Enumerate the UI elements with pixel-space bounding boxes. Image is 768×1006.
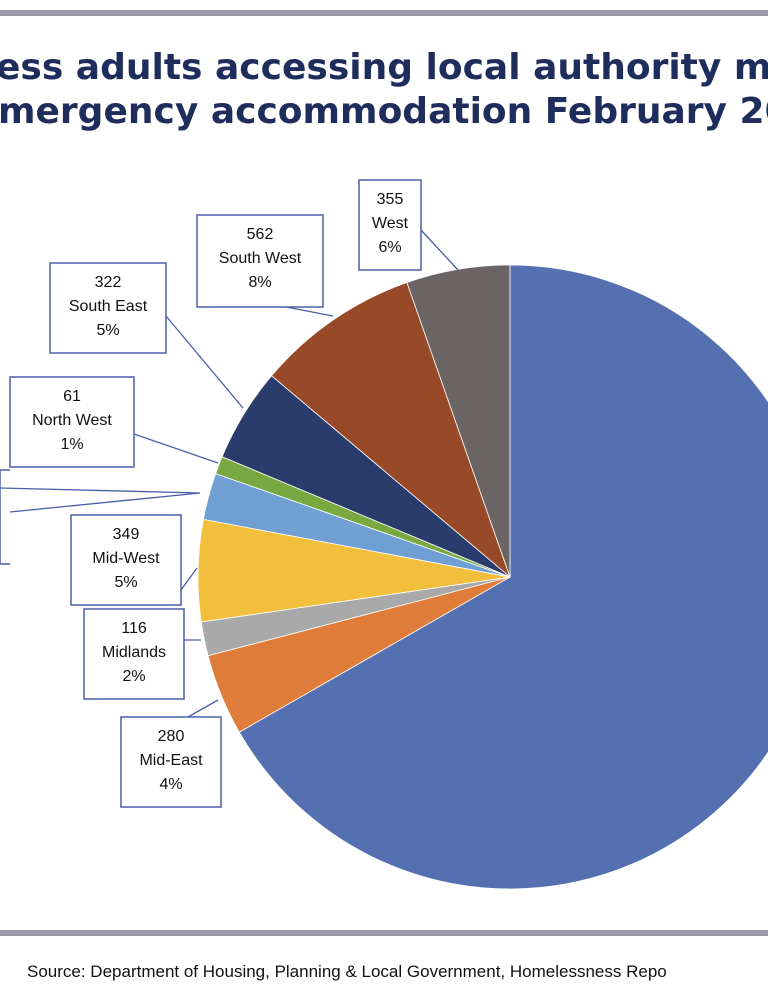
data-label-name: West bbox=[372, 215, 409, 232]
data-label-name: North West bbox=[32, 412, 112, 429]
callout-leader bbox=[165, 315, 244, 409]
callout-leader bbox=[420, 229, 459, 271]
data-label-value: 280 bbox=[158, 728, 185, 745]
bottom-rule bbox=[0, 930, 768, 936]
data-label-percent: 4% bbox=[159, 776, 182, 793]
callout-box bbox=[196, 214, 324, 308]
pie-slice-0 bbox=[238, 264, 768, 890]
data-label-value: 61 bbox=[63, 388, 81, 405]
callout-leader bbox=[180, 567, 198, 591]
callout-box bbox=[83, 608, 185, 700]
pie-slice-7 bbox=[271, 282, 511, 579]
source-note: Source: Department of Housing, Planning … bbox=[27, 962, 667, 981]
callout-south-west: 562 South West 8% bbox=[196, 214, 334, 317]
data-label-value: 116 bbox=[121, 620, 147, 637]
callout-mid-west: 349 Mid-West 5% bbox=[70, 514, 198, 606]
data-label-percent: 5% bbox=[114, 574, 137, 591]
data-label-percent: 6% bbox=[378, 239, 401, 256]
callout-box bbox=[9, 376, 135, 468]
data-label-percent: 5% bbox=[96, 322, 119, 339]
chart-title: ess adults accessing local authority ma … bbox=[0, 44, 768, 144]
data-label-value: 562 bbox=[247, 226, 274, 243]
callout-box bbox=[70, 514, 182, 606]
callout-leader bbox=[187, 699, 219, 718]
data-label-value: 355 bbox=[377, 191, 404, 208]
callout-west: 355 West 6% bbox=[358, 179, 459, 271]
data-label-value: 349 bbox=[113, 526, 140, 543]
data-label-percent: 2% bbox=[122, 668, 145, 685]
callout-midlands: 116 Midlands 2% bbox=[83, 608, 201, 700]
data-label-name: Midlands bbox=[102, 644, 166, 661]
callout-north-west: 61 North West 1% bbox=[9, 376, 219, 468]
data-label-percent: 8% bbox=[248, 274, 271, 291]
top-rule bbox=[0, 10, 768, 16]
title-line-1: ess adults accessing local authority ma bbox=[0, 47, 768, 88]
callout-south-east: 322 South East 5% bbox=[49, 262, 244, 409]
callout-leader bbox=[133, 433, 219, 464]
callout-box-partial bbox=[0, 469, 10, 565]
callout-box bbox=[358, 179, 422, 271]
data-label-name: South West bbox=[219, 250, 302, 267]
callout-box bbox=[49, 262, 167, 354]
data-label-name: Mid-West bbox=[92, 550, 160, 567]
data-label-name: Mid-East bbox=[139, 752, 203, 769]
callout-leader bbox=[285, 306, 334, 317]
data-label-percent: 1% bbox=[60, 436, 83, 453]
title-line-2: mergency accommodation February 201 bbox=[0, 91, 768, 132]
callout-mid-east: 280 Mid-East 4% bbox=[120, 699, 222, 808]
callout-box bbox=[120, 716, 222, 808]
data-label-name: South East bbox=[69, 298, 148, 315]
callout-leader-partial bbox=[0, 487, 201, 513]
data-label-value: 322 bbox=[95, 274, 122, 291]
pie-chart: 280 Mid-East 4% 116 Midlands 2% 349 Mid-West 5% 6… bbox=[0, 179, 768, 890]
